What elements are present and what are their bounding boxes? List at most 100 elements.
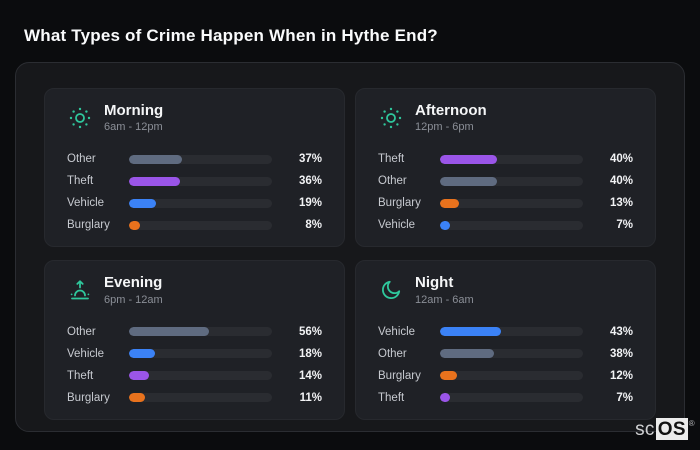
sunrise-icon <box>67 277 93 303</box>
bar-label: Theft <box>378 153 405 166</box>
bar-track <box>440 176 583 186</box>
bar-label: Other <box>378 347 407 360</box>
bar-value: 40% <box>609 175 633 188</box>
bar-value: 11% <box>299 391 322 404</box>
bar-value: 12% <box>609 369 633 382</box>
panel-header-text: Evening 6pm - 12am <box>104 274 163 305</box>
bar-value: 43% <box>609 325 633 338</box>
bar-fill <box>440 154 498 164</box>
bar-row: Vehicle 18% <box>67 343 322 365</box>
panel-afternoon: Afternoon 12pm - 6pm Theft 40% Other 40% Burgl… <box>355 88 656 248</box>
bar-row: Theft 36% <box>67 170 322 192</box>
bar-fill <box>129 393 145 402</box>
watermark-registered: ® <box>688 419 695 428</box>
bar-track <box>129 327 272 336</box>
panel-morning: Morning 6am - 12pm Other 37% Theft 36% Vehicle… <box>44 88 345 248</box>
bar-fill <box>440 176 498 186</box>
bar-row: Burglary 11% <box>67 387 322 409</box>
bar-track <box>129 349 272 358</box>
panel-header-text: Morning 6am - 12pm <box>104 102 163 133</box>
bar-value: 37% <box>298 153 322 166</box>
bar-track <box>129 154 272 164</box>
moon-icon <box>378 277 404 303</box>
bar-fill <box>129 154 182 164</box>
panel-header: Afternoon 12pm - 6pm <box>378 102 633 133</box>
panel-title: Morning <box>104 102 164 119</box>
bar-row: Other 40% <box>378 170 633 192</box>
bar-value: 18% <box>298 347 322 360</box>
dashboard-container: Morning 6am - 12pm Other 37% Theft 36% Vehicle… <box>15 62 685 432</box>
bar-row: Other 56% <box>67 321 322 343</box>
bar-label: Other <box>67 153 96 166</box>
panel-night: Night 12am - 6am Vehicle 43% Other 38% Burglar… <box>355 260 656 420</box>
bar-label: Other <box>378 175 407 188</box>
bar-track <box>129 176 272 186</box>
bar-value: 13% <box>609 197 633 210</box>
bar-label: Other <box>67 325 96 338</box>
bar-label: Burglary <box>378 369 421 382</box>
bar-label: Theft <box>67 175 94 188</box>
bar-label: Theft <box>378 391 405 404</box>
bar-track <box>129 371 272 380</box>
bar-fill <box>440 220 450 230</box>
bar-track <box>440 198 583 208</box>
panel-header: Night 12am - 6am <box>378 274 633 306</box>
bar-fill <box>440 327 502 336</box>
panel-header-text: Afternoon 12pm - 6pm <box>415 102 487 133</box>
bar-row: Burglary 8% <box>67 214 322 236</box>
bar-value: 56% <box>298 325 322 338</box>
bar-fill <box>129 220 141 230</box>
sun-icon <box>67 105 93 131</box>
sun-icon <box>378 105 404 131</box>
bar-label: Burglary <box>67 219 110 232</box>
bar-track <box>129 220 272 230</box>
bar-fill <box>129 349 155 358</box>
bar-row: Burglary 13% <box>378 192 633 214</box>
bar-fill <box>440 198 459 208</box>
bar-track <box>129 393 272 402</box>
panel-header: Morning 6am - 12pm <box>67 102 322 133</box>
scos-watermark: sc OS ® <box>635 418 695 440</box>
bar-row: Other 38% <box>378 343 633 365</box>
bar-track <box>440 220 583 230</box>
bar-track <box>440 327 583 336</box>
bar-row: Theft 40% <box>378 148 633 170</box>
bar-track <box>440 393 583 402</box>
bar-row: Vehicle 7% <box>378 214 633 236</box>
panel-time-range: 12pm - 6pm <box>415 121 474 134</box>
panel-header-text: Night 12am - 6am <box>415 274 474 305</box>
panel-title: Afternoon <box>415 102 487 119</box>
bar-label: Theft <box>67 369 94 382</box>
bar-label: Vehicle <box>67 197 105 210</box>
bar-value: 7% <box>616 219 633 232</box>
panel-title: Evening <box>104 274 163 292</box>
bar-fill <box>440 349 495 358</box>
panel-time-range: 6pm - 12am <box>104 293 163 306</box>
panel-time-range: 6am - 12pm <box>104 121 163 134</box>
panel-title: Night <box>415 274 454 292</box>
bar-fill <box>129 176 181 186</box>
bar-value: 36% <box>298 175 322 188</box>
bar-row: Vehicle 43% <box>378 321 633 343</box>
bar-track <box>129 198 272 208</box>
page-title: What Types of Crime Happen When in Hythe… <box>24 26 438 45</box>
panel-time-range: 12am - 6am <box>415 293 474 306</box>
panels-grid: Morning 6am - 12pm Other 37% Theft 36% Vehicle… <box>44 88 656 420</box>
bar-track <box>440 154 583 164</box>
bar-fill <box>129 327 210 336</box>
bar-track <box>440 371 583 380</box>
bar-value: 8% <box>305 219 322 232</box>
bar-row: Burglary 12% <box>378 365 633 387</box>
bar-row: Vehicle 19% <box>67 192 322 214</box>
panel-evening: Evening 6pm - 12am Other 56% Vehicle 18% Theft… <box>44 260 345 420</box>
bar-value: 7% <box>616 391 633 404</box>
bar-value: 14% <box>298 369 322 382</box>
bar-label: Vehicle <box>67 347 105 360</box>
bar-label: Burglary <box>378 197 421 210</box>
bar-label: Burglary <box>67 391 110 404</box>
bar-value: 19% <box>298 197 322 210</box>
bar-fill <box>129 198 157 208</box>
bar-row: Theft 14% <box>67 365 322 387</box>
bar-label: Vehicle <box>378 219 416 232</box>
watermark-prefix: sc <box>635 419 655 440</box>
